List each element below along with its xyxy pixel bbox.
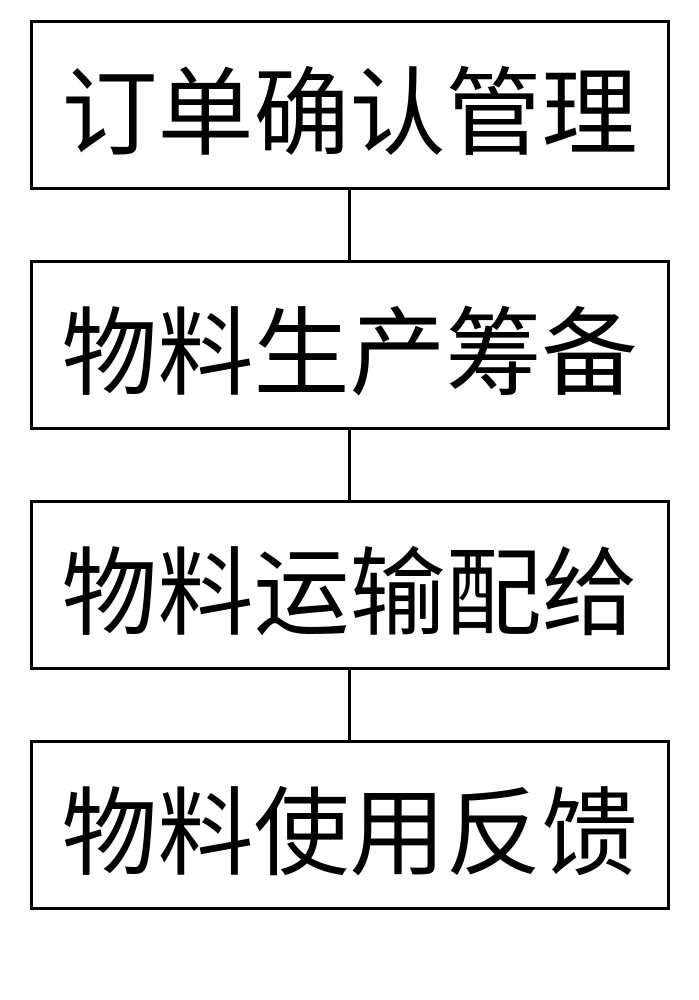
node-label: 物料运输配给 (62, 516, 638, 655)
flowchart-node-order-confirm: 订单确认管理 (30, 20, 670, 190)
flowchart-container: 订单确认管理 物料生产筹备 物料运输配给 物料使用反馈 (30, 20, 670, 910)
flowchart-connector (348, 670, 351, 740)
flowchart-connector (348, 430, 351, 500)
node-label: 物料使用反馈 (62, 756, 638, 895)
node-label: 订单确认管理 (62, 36, 638, 175)
flowchart-node-material-feedback: 物料使用反馈 (30, 740, 670, 910)
flowchart-node-material-prep: 物料生产筹备 (30, 260, 670, 430)
flowchart-connector (348, 190, 351, 260)
node-label: 物料生产筹备 (62, 276, 638, 415)
flowchart-node-material-transport: 物料运输配给 (30, 500, 670, 670)
